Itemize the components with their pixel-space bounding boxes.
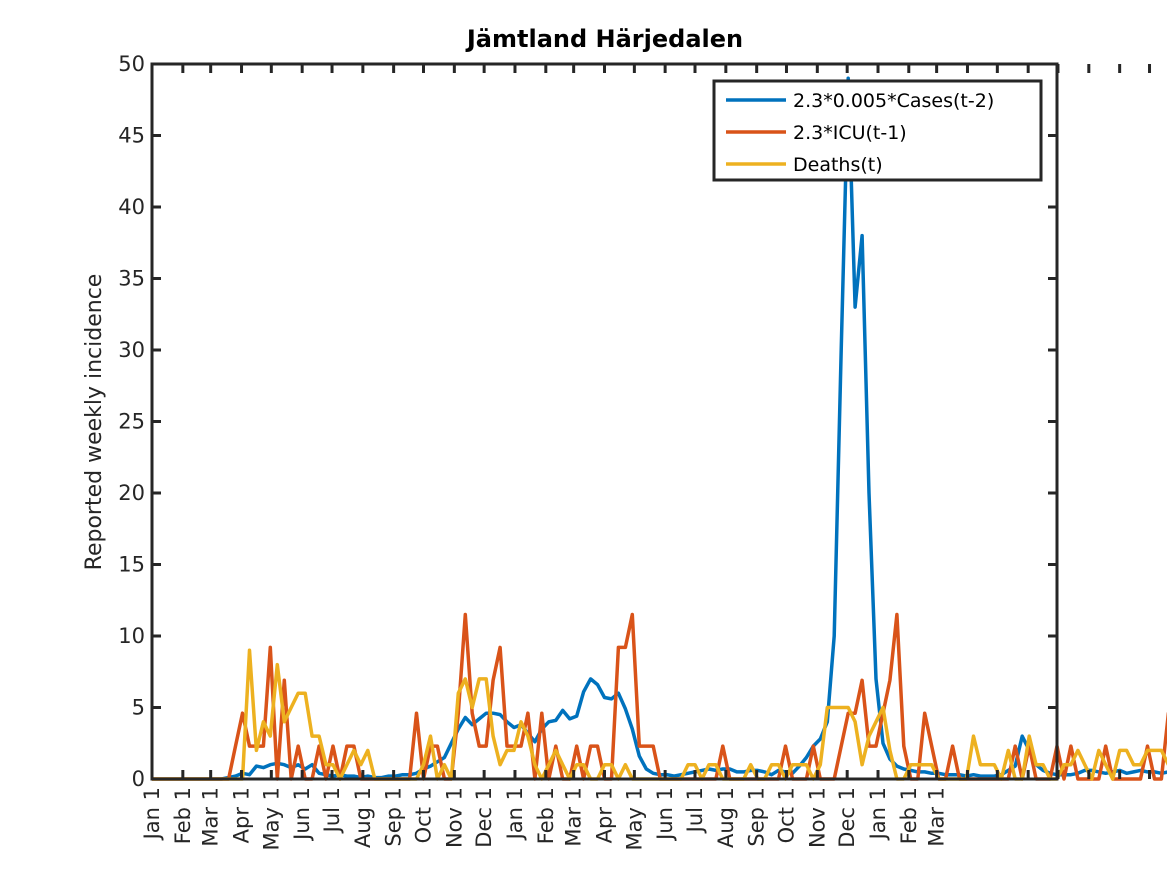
y-tick-label: 35 [118, 267, 145, 291]
legend-label: 2.3*ICU(t-1) [793, 122, 907, 144]
y-tick-label: 45 [118, 124, 145, 148]
y-tick-label: 15 [118, 553, 145, 577]
y-axis-title: Reported weekly incidence [82, 274, 107, 571]
x-tick-label: May 1 [622, 787, 646, 850]
x-tick-label: Jan 1 [866, 787, 890, 841]
y-tick-label: 30 [118, 338, 145, 362]
y-tick-label: 0 [132, 767, 145, 791]
x-tick-label: Jan 1 [140, 787, 164, 841]
x-tick-label: Jun 1 [290, 787, 314, 842]
legend-label: 2.3*0.005*Cases(t-2) [793, 90, 994, 112]
series-line-3 [152, 648, 1167, 781]
x-tick-label: Sep 1 [382, 787, 406, 847]
x-tick-label: Sep 1 [745, 787, 769, 847]
plot-lines [152, 76, 1167, 781]
legend-label: Deaths(t) [793, 154, 883, 176]
series-line-1 [152, 76, 1167, 781]
y-tick-label: 10 [118, 624, 145, 648]
x-tick-label: Oct 1 [775, 787, 799, 843]
legend: 2.3*0.005*Cases(t-2) 2.3*ICU(t-1) Deaths(t… [712, 79, 1043, 182]
x-tick-label: Mar 1 [199, 787, 223, 847]
x-tick-label: Oct 1 [412, 787, 436, 843]
x-tick-label: Feb 1 [897, 787, 921, 844]
y-tick-label: 50 [118, 52, 145, 76]
x-tick-label: Aug 1 [351, 787, 375, 848]
y-tick-label: 20 [118, 481, 145, 505]
x-tick-label: Dec 1 [472, 787, 496, 848]
y-tick-label: 25 [118, 410, 145, 434]
x-tick-label: Apr 1 [230, 787, 254, 843]
x-tick-label: Aug 1 [714, 787, 738, 848]
x-tick-label: Mar 1 [562, 787, 586, 847]
x-tick-label: Dec 1 [835, 787, 859, 848]
chart-title: Jämtland Härjedalen [465, 25, 743, 53]
x-tick-label: May 1 [259, 787, 283, 850]
x-tick-label: Jun 1 [653, 787, 677, 842]
x-tick-label: Nov 1 [805, 787, 829, 848]
x-tick-label: Feb 1 [534, 787, 558, 844]
y-tick-label: 40 [118, 195, 145, 219]
x-tick-label: Feb 1 [171, 787, 195, 844]
x-tick-label: Apr 1 [593, 787, 617, 843]
x-tick-label: Nov 1 [442, 787, 466, 848]
x-tick-label: Jul 1 [320, 787, 344, 834]
x-tick-label: Jan 1 [503, 787, 527, 841]
x-tick-label: Jul 1 [683, 787, 707, 834]
y-tick-label: 5 [132, 696, 145, 720]
x-tick-label: Mar 1 [925, 787, 949, 847]
